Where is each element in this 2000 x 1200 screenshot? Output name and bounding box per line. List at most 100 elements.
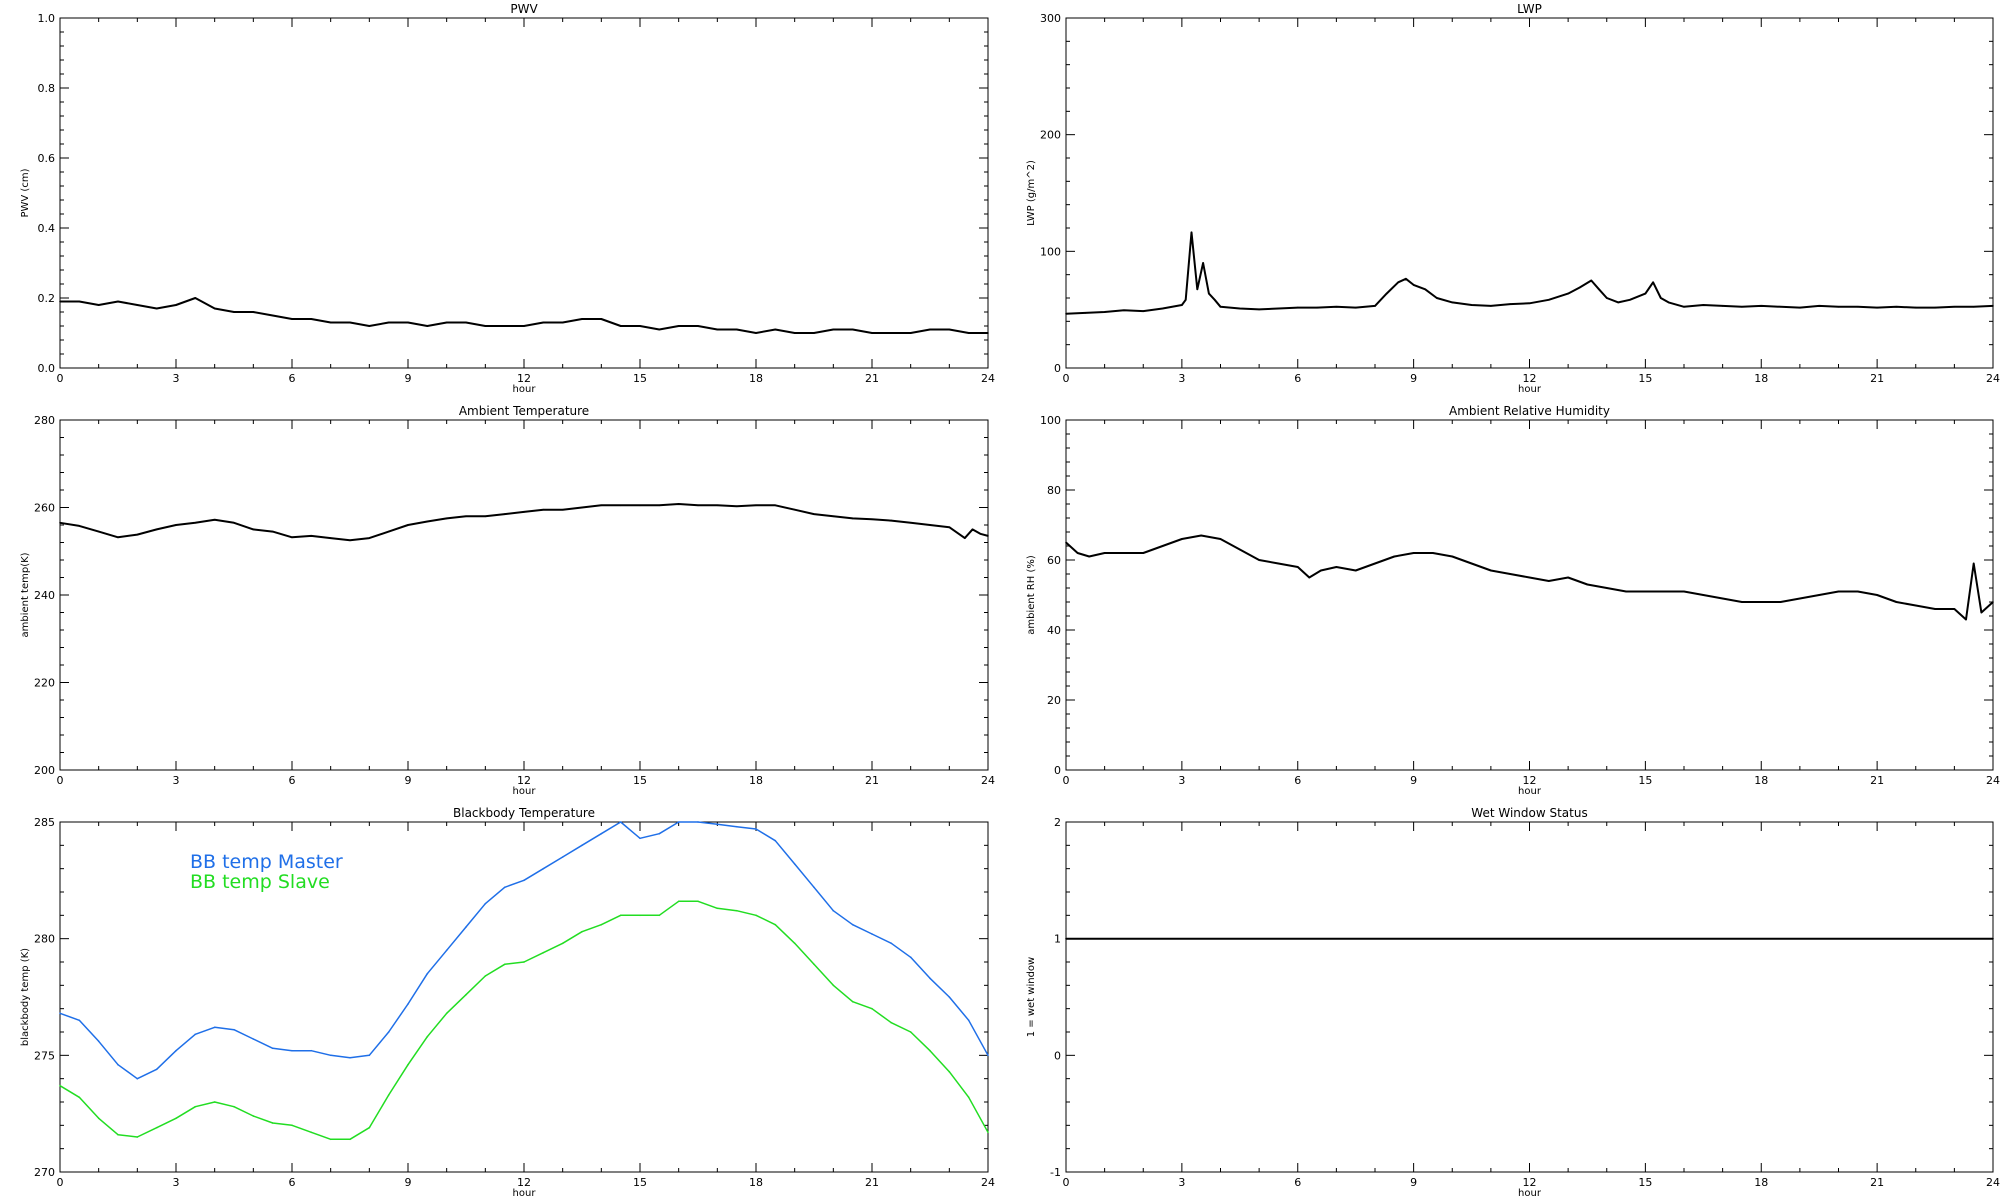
data-point <box>1721 597 1724 600</box>
data-point <box>1721 305 1724 307</box>
data-point <box>271 1122 274 1124</box>
chart-panel: Ambient Relative Humidity 0 3 6 9 12 15 18 21 24 h… <box>1026 404 2000 797</box>
x-axis-label: hour <box>1518 786 1542 797</box>
x-tick-label: 12 <box>517 1176 531 1189</box>
data-point <box>349 1138 351 1141</box>
data-point <box>1660 297 1662 299</box>
data-point <box>832 328 835 331</box>
chart-title: Wet Window Status <box>1471 806 1587 820</box>
x-tick-label: 15 <box>633 774 647 787</box>
x-tick-label: 9 <box>405 372 412 385</box>
x-tick-label: 21 <box>865 774 879 787</box>
data-point <box>971 528 974 531</box>
data-point <box>1196 288 1199 291</box>
y-axis-label: ambient RH (%) <box>1026 555 1037 635</box>
data-point <box>78 1096 81 1099</box>
data-point <box>1436 297 1438 299</box>
data-point <box>1760 601 1763 603</box>
data-point <box>1644 590 1647 593</box>
y-tick-label: 100 <box>1040 414 1061 427</box>
x-axis-label: hour <box>513 786 537 797</box>
legend-entry: BB temp Master <box>190 851 343 873</box>
data-point <box>871 933 873 935</box>
chart-title: LWP <box>1517 2 1542 16</box>
y-tick-label: 20 <box>1047 694 1061 707</box>
data-point <box>310 318 313 320</box>
x-tick-label: 0 <box>1063 774 1070 787</box>
data-point <box>890 519 893 522</box>
data-point <box>387 1094 390 1096</box>
y-tick-label: 60 <box>1047 554 1061 567</box>
data-point <box>136 1136 139 1138</box>
data-point <box>561 942 564 945</box>
chart-panel: PWV 0 3 6 9 12 15 18 21 24 hour 0.0 0.2 0.4 0.6 0.8 1.0 P… <box>20 2 995 395</box>
data-point <box>813 963 815 966</box>
data-point <box>793 942 796 945</box>
x-tick-label: 3 <box>1178 1176 1185 1189</box>
y-tick-label: 0.4 <box>38 222 56 235</box>
data-point <box>716 328 719 331</box>
data-point <box>1683 590 1685 593</box>
data-point <box>1667 301 1670 304</box>
data-point <box>155 1126 158 1129</box>
y-tick-label: 2 <box>1054 816 1061 829</box>
x-axis-label: hour <box>1518 1188 1542 1199</box>
data-point <box>813 513 815 515</box>
data-point <box>291 1124 293 1127</box>
data-point <box>1076 552 1079 554</box>
data-point <box>1644 292 1647 295</box>
data-point <box>964 537 966 539</box>
x-tick-label: 12 <box>517 774 531 787</box>
x-tick-label: 3 <box>173 774 180 787</box>
data-point <box>213 307 216 310</box>
x-tick-label: 24 <box>1986 774 2000 787</box>
data-point <box>987 1131 989 1134</box>
data-point <box>252 1115 255 1117</box>
y-tick-label: 285 <box>34 816 55 829</box>
data-point <box>291 318 293 320</box>
x-tick-label: 24 <box>981 372 995 385</box>
x-tick-label: 3 <box>1178 774 1185 787</box>
data-point <box>619 504 622 507</box>
data-point <box>1972 562 1975 565</box>
y-tick-label: 280 <box>34 414 55 427</box>
data-point <box>310 1131 313 1134</box>
data-point <box>252 1038 255 1040</box>
x-tick-label: 0 <box>57 1176 64 1189</box>
data-point <box>59 1012 61 1015</box>
x-tick-label: 0 <box>57 372 64 385</box>
data-point <box>677 503 680 505</box>
data-point <box>948 1070 951 1073</box>
data-point <box>97 530 100 533</box>
data-point <box>194 1105 197 1108</box>
data-point <box>658 914 661 917</box>
data-point <box>59 300 61 303</box>
x-tick-label: 15 <box>633 1176 647 1189</box>
data-point <box>1277 307 1280 310</box>
data-point <box>1606 587 1608 589</box>
y-tick-label: 0.6 <box>38 152 56 165</box>
data-point <box>329 1138 332 1141</box>
data-point <box>1181 538 1183 540</box>
data-point <box>967 1019 970 1022</box>
data-point <box>658 504 661 507</box>
data-point <box>523 879 525 882</box>
y-tick-label: 200 <box>1040 129 1061 142</box>
data-point <box>1374 305 1376 307</box>
data-point <box>581 930 583 933</box>
data-point <box>639 504 641 507</box>
data-point <box>465 515 467 518</box>
data-point <box>542 951 545 954</box>
data-point <box>59 522 61 524</box>
data-point <box>1239 307 1241 310</box>
data-point <box>213 1101 216 1103</box>
data-point <box>1702 594 1705 596</box>
data-point <box>1625 590 1627 593</box>
y-tick-label: 1.0 <box>38 12 56 25</box>
data-point <box>1586 583 1589 586</box>
y-axis-label: ambient temp(K) <box>20 552 31 637</box>
data-point <box>291 536 293 539</box>
x-tick-label: 21 <box>1870 774 1884 787</box>
chart-panel: Ambient Temperature 0 3 6 9 12 15 18 21 24 hour 200… <box>20 404 995 797</box>
x-tick-label: 9 <box>1410 1176 1417 1189</box>
